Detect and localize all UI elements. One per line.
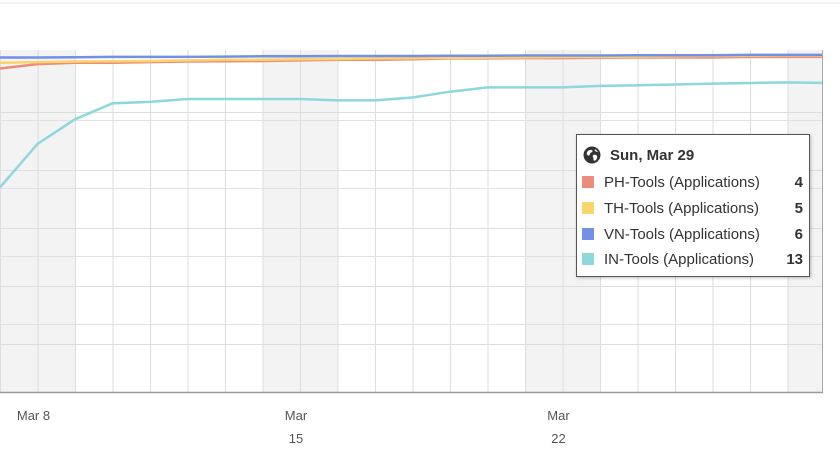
legend-swatch-vn	[582, 228, 594, 240]
legend-swatch-ph	[582, 176, 594, 188]
weekend-band-mar-8	[38, 50, 76, 392]
x-tick-labels: Mar 8 Mar 15 Mar 22	[17, 408, 570, 446]
x-tick-label: 22	[551, 431, 565, 446]
series-name-th: TH-Tools (Applications)	[604, 200, 783, 217]
globe-icon	[583, 146, 601, 164]
hover-tooltip: Sun, Mar 29 PH-Tools (Applications) 4 TH…	[576, 134, 810, 277]
tooltip-date: Sun, Mar 29	[610, 147, 694, 164]
series-name-ph: PH-Tools (Applications)	[604, 174, 783, 191]
series-value-vn: 6	[783, 226, 803, 243]
tooltip-row-ph: PH-Tools (Applications) 4	[582, 173, 803, 191]
weekend-band-mar-21	[525, 50, 563, 392]
x-tick-label: 15	[289, 431, 303, 446]
tooltip-row-in: IN-Tools (Applications) 13	[582, 250, 803, 268]
weekend-band-mar-7	[0, 50, 38, 392]
plot-right-margin	[823, 42, 840, 394]
tooltip-row-th: TH-Tools (Applications) 5	[582, 199, 803, 217]
x-tick-label: Mar	[547, 408, 570, 423]
weekend-band-mar-14	[263, 50, 301, 392]
tooltip-header: Sun, Mar 29	[583, 146, 694, 164]
x-tick-label: Mar 8	[17, 408, 50, 423]
tooltip-row-vn: VN-Tools (Applications) 6	[582, 225, 803, 243]
legend-swatch-in	[582, 253, 594, 265]
series-value-ph: 4	[783, 174, 803, 191]
legend-swatch-th	[582, 202, 594, 214]
series-value-in: 13	[783, 251, 803, 268]
x-tick-label: Mar	[285, 408, 308, 423]
series-name-vn: VN-Tools (Applications)	[604, 226, 783, 243]
series-value-th: 5	[783, 200, 803, 217]
series-name-in: IN-Tools (Applications)	[604, 251, 783, 268]
